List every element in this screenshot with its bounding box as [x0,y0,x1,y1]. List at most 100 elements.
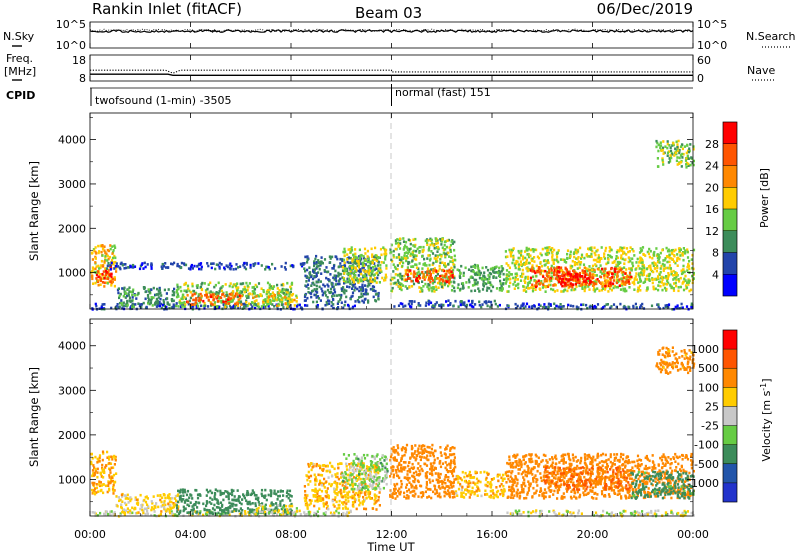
power-cell-3703 [677,163,679,166]
velocity-cell-269 [145,513,147,516]
velocity-cell-706 [271,503,273,506]
power-cell-3186 [675,282,677,285]
velocity-cell-1151 [327,505,329,508]
power-cell-3324 [603,270,605,273]
power-cell-2260 [447,299,449,302]
power-cell-3623 [521,305,523,308]
power-cell-3281 [618,278,620,281]
power-cell-1536 [343,272,345,275]
power-cell-1929 [434,257,436,260]
power-cell-629 [276,284,278,287]
power-cell-819 [240,303,242,306]
power-cell-1247 [320,299,322,302]
power-cell-3201 [649,267,651,270]
power-cell-1412 [362,295,364,298]
velocity-cell-600 [206,489,208,492]
power-cell-611 [183,283,185,286]
power-cell-1540 [362,262,364,265]
power-cell-2750 [651,257,653,260]
power-cell-2189 [492,276,494,279]
power-cell-2236 [476,264,478,267]
power-cell-3085 [631,262,633,265]
power-cell-3129 [633,288,635,291]
power-cell-1153 [376,277,378,280]
velocity-cell-742 [231,503,233,506]
power-cell-2238 [497,272,499,275]
power-cell-71 [94,261,96,264]
power-cell-1376 [339,278,341,281]
power-cell-1886 [446,239,448,242]
power-cell-3009 [566,290,568,293]
power-cell-719 [244,291,246,294]
power-cell-1360 [373,296,375,299]
velocity-cell-766 [271,511,273,514]
velocity-cell-599 [187,490,189,493]
power-cell-2058 [426,270,428,273]
power-cell-3138 [650,250,652,253]
power-cell-823 [194,303,196,306]
power-cell-1408 [347,261,349,264]
power-cell-3162 [654,267,656,270]
power-cell-2385 [659,285,661,288]
power-cell-1025 [181,262,183,265]
power-cell-2259 [393,305,395,308]
power-cell-1361 [341,301,343,304]
power-cell-3304 [550,267,552,270]
power-cell-1707 [402,237,404,240]
power-cell-2321 [494,300,496,303]
power-cell-3502 [575,276,577,279]
power-cell-2278 [411,300,413,303]
power-cell-3410 [591,273,593,276]
power-cell-367 [117,292,119,295]
velocity-cell-1117 [322,464,324,467]
power-cell-3475 [568,279,570,282]
power-cell-1998 [422,285,424,288]
power-cell-1876 [414,245,416,248]
power-cell-456 [156,293,158,296]
power-cell-307 [328,302,330,305]
power-cell-3359 [629,272,631,275]
power-cell-795 [208,299,210,302]
power-cell-1047 [116,262,118,265]
power-cell-3088 [666,261,668,264]
power-cell-1620 [342,251,344,254]
power-cbar-seg-6 [723,144,737,166]
power-cell-1784 [401,275,403,278]
power-cell-2811 [564,289,566,292]
power-cell-1510 [381,261,383,264]
velocity-cell-618 [255,498,257,501]
power-cell-741 [254,288,256,291]
power-cell-3690 [672,142,674,145]
velocity-cell-1129 [337,467,339,470]
power-cell-1529 [343,259,345,262]
power-cell-2149 [486,287,488,290]
power-cell-314 [337,306,339,309]
velocity-cell-85 [108,456,110,459]
power-cell-2929 [659,261,661,264]
velocity-cell-752 [277,504,279,507]
power-cell-3705 [657,157,659,160]
power-cell-3213 [532,290,534,293]
power-cell-3071 [671,253,673,256]
power-cell-1398 [361,300,363,303]
power-cell-1994 [435,237,437,240]
velocity-cell-728 [214,493,216,496]
power-cell-2833 [635,272,637,275]
power-cell-2252 [472,306,474,309]
power-cell-2085 [442,279,444,282]
power-cell-2198 [499,275,501,278]
power-cell-2194 [502,288,504,291]
power-cell-696 [186,291,188,294]
velocity-cell-90 [115,459,117,462]
power-cell-1923 [444,241,446,244]
velocity-cell-626 [179,496,181,499]
power-cell-1446 [331,256,333,259]
power-cell-423 [118,287,120,290]
power-cell-1388 [320,288,322,291]
velocity-cell-84 [96,476,98,479]
power-cell-2374 [579,247,581,250]
velocity-cell-998 [347,494,349,497]
velocity-cell-1137 [333,481,335,484]
power-cell-3225 [596,260,598,263]
power-cell-2124 [482,267,484,270]
